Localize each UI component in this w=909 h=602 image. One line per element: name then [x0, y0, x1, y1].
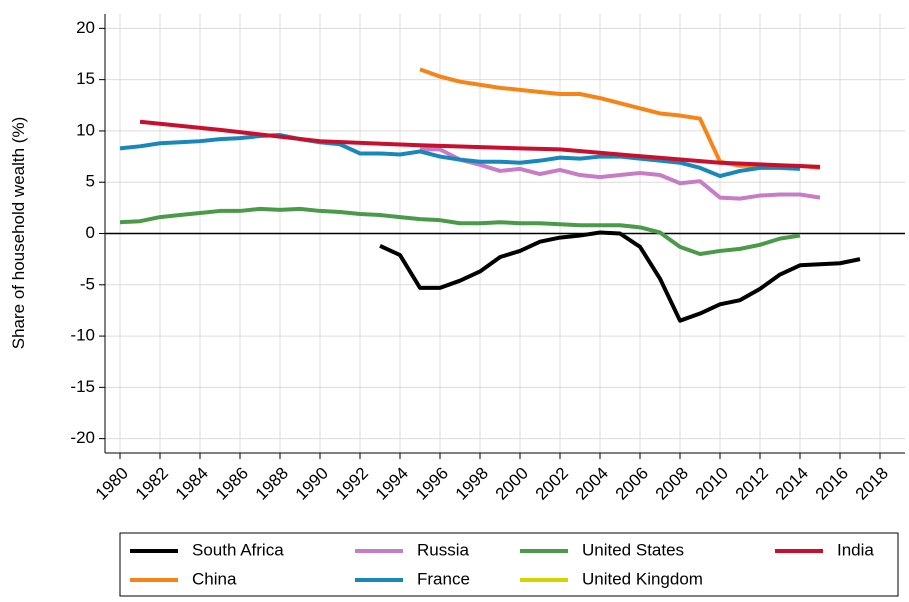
- x-tick-label: 2016: [812, 464, 852, 504]
- y-tick-label: 15: [76, 69, 95, 88]
- x-tick-label: 2014: [772, 464, 812, 504]
- x-tick-label: 1998: [452, 464, 492, 504]
- y-tick-label: 10: [76, 120, 95, 139]
- x-tick-label: 2012: [732, 464, 772, 504]
- x-tick-label: 1986: [212, 464, 252, 504]
- y-tick-label: -10: [70, 326, 95, 345]
- legend-label: France: [417, 569, 470, 588]
- x-tick-label: 1992: [332, 464, 372, 504]
- legend-label: United States: [582, 540, 684, 559]
- legend-label: India: [837, 540, 874, 559]
- series-line: [119, 206, 801, 257]
- series-line: [420, 147, 821, 201]
- x-tick-label: 1988: [252, 464, 292, 504]
- y-tick-label: -15: [70, 377, 95, 396]
- x-tick-label: 2008: [652, 464, 692, 504]
- y-tick-label: 20: [76, 18, 95, 37]
- y-tick-label: 5: [86, 172, 95, 191]
- legend-label: South Africa: [192, 540, 284, 559]
- x-tick-label: 2018: [852, 464, 892, 504]
- x-tick-label: 1984: [172, 464, 212, 504]
- x-tick-label: 1982: [132, 464, 172, 504]
- x-tick-label: 2002: [532, 464, 572, 504]
- x-tick-label: 1996: [412, 464, 452, 504]
- legend-label: Russia: [417, 540, 470, 559]
- series-line: [139, 119, 821, 169]
- legend-label: China: [192, 569, 237, 588]
- x-tick-label: 2006: [612, 464, 652, 504]
- series-line: [379, 230, 861, 323]
- y-tick-label: -5: [80, 274, 95, 293]
- y-tick-label: 0: [86, 223, 95, 242]
- y-tick-label: -20: [70, 428, 95, 447]
- x-tick-label: 1990: [292, 464, 332, 504]
- x-tick-label: 1994: [372, 464, 412, 504]
- x-tick-label: 2010: [692, 464, 732, 504]
- legend-box: [119, 532, 899, 597]
- series-line: [119, 133, 801, 179]
- x-tick-label: 2004: [572, 464, 612, 504]
- x-tick-label: 1980: [92, 464, 132, 504]
- y-axis-label: Share of household wealth (%): [9, 117, 28, 349]
- x-tick-label: 2000: [492, 464, 532, 504]
- legend-label: United Kingdom: [582, 569, 703, 588]
